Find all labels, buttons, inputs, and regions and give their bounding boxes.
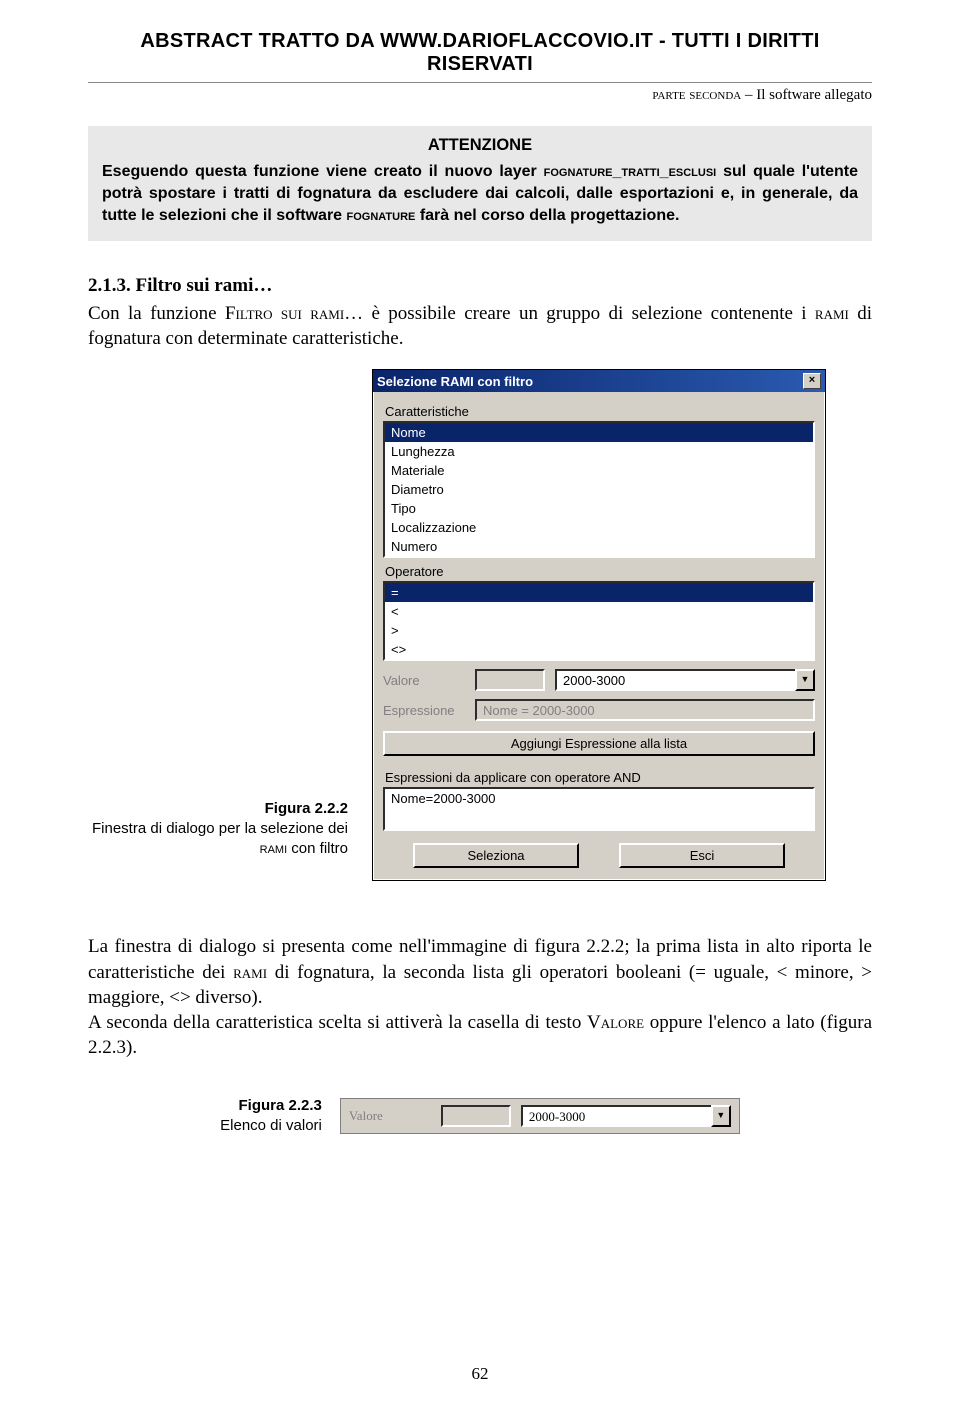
list-item[interactable]: Materiale	[385, 461, 813, 480]
list-item[interactable]: <>	[385, 640, 813, 659]
caratteristiche-label: Caratteristiche	[385, 404, 815, 419]
esci-button[interactable]: Esci	[619, 843, 785, 868]
chevron-down-icon[interactable]: ▼	[795, 669, 815, 691]
close-icon[interactable]: ×	[803, 373, 821, 389]
section-header: parte seconda – Il software allegato	[88, 87, 872, 104]
valore-combo-text[interactable]: 2000-3000	[555, 669, 795, 691]
and-listbox[interactable]: Nome=2000-3000	[383, 787, 815, 831]
subsection-body: Con la funzione Filtro sui rami… è possi…	[88, 301, 872, 351]
minibar-combo[interactable]: 2000-3000 ▼	[521, 1105, 731, 1127]
list-item[interactable]: <	[385, 602, 813, 621]
list-item[interactable]: Localizzazione	[385, 518, 813, 537]
header-rule	[88, 82, 872, 83]
list-item[interactable]: Lunghezza	[385, 442, 813, 461]
cap222-sc: rami	[260, 840, 288, 857]
figure-223-caption: Figura 2.2.3 Elenco di valori	[220, 1096, 322, 1137]
attention-title: ATTENZIONE	[102, 136, 858, 155]
list-item[interactable]: Numero	[385, 537, 813, 556]
list-item[interactable]: >	[385, 621, 813, 640]
caption-223-num: Figura 2.2.3	[220, 1096, 322, 1116]
operatore-listbox[interactable]: =<><>	[383, 581, 815, 661]
minibar: Valore 2000-3000 ▼	[340, 1098, 740, 1134]
paragraph-2: La finestra di dialogo si presenta come …	[88, 909, 872, 1059]
p2-sc2: Valore	[587, 1012, 644, 1033]
aggiungi-button[interactable]: Aggiungi Espressione alla lista	[383, 731, 815, 756]
sb-t2: … è possibile creare un gruppo di selezi…	[344, 303, 815, 324]
cap222-t0: Finestra di dialogo per la selezione dei	[92, 820, 348, 837]
minibar-combo-text[interactable]: 2000-3000	[521, 1105, 711, 1127]
page-abstract-header: ABSTRACT TRATTO DA WWW.DARIOFLACCOVIO.IT…	[88, 30, 872, 76]
seleziona-button[interactable]: Seleziona	[413, 843, 579, 868]
valore-input[interactable]	[475, 669, 545, 691]
section-sc: parte seconda	[652, 87, 741, 103]
attention-text-4: farà nel corso della progettazione.	[415, 207, 679, 224]
caratteristiche-listbox[interactable]: NomeLunghezzaMaterialeDiametroTipoLocali…	[383, 421, 815, 558]
espressione-label: Espressione	[383, 703, 465, 718]
espressione-output: Nome = 2000-3000	[475, 699, 815, 721]
subsection-heading: 2.1.3. Filtro sui rami…	[88, 275, 872, 297]
page-number: 62	[0, 1364, 960, 1384]
valore-label: Valore	[383, 673, 465, 688]
filter-dialog: Selezione RAMI con filtro × Caratteristi…	[372, 369, 826, 881]
sb-sc2: rami	[815, 303, 849, 324]
caption-223-text: Elenco di valori	[220, 1117, 322, 1134]
list-item[interactable]: Nome	[385, 423, 813, 442]
figure-222-caption: Figura 2.2.2 Finestra di dialogo per la …	[88, 799, 348, 882]
attention-text-0: Eseguendo questa funzione viene creato i…	[102, 163, 544, 180]
section-rest: – Il software allegato	[741, 87, 872, 103]
minibar-valore-label: Valore	[349, 1108, 431, 1124]
chevron-down-icon[interactable]: ▼	[711, 1105, 731, 1127]
list-item[interactable]: Diametro	[385, 480, 813, 499]
attention-sc-1: fognature_tratti_esclusi	[544, 163, 717, 180]
attention-box: ATTENZIONE Eseguendo questa funzione vie…	[88, 126, 872, 241]
sb-t0: Con la funzione	[88, 303, 225, 324]
caption-222-num: Figura 2.2.2	[88, 799, 348, 819]
cap222-t2: con filtro	[287, 840, 348, 857]
list-item[interactable]: Tipo	[385, 499, 813, 518]
dialog-title: Selezione RAMI con filtro	[377, 374, 533, 389]
and-list-item[interactable]: Nome=2000-3000	[385, 789, 813, 808]
p2-sc1: rami	[233, 962, 267, 983]
sb-sc1: Filtro sui rami	[225, 303, 344, 324]
list-item[interactable]: =	[385, 583, 813, 602]
attention-body: Eseguendo questa funzione viene creato i…	[102, 161, 858, 227]
dialog-titlebar[interactable]: Selezione RAMI con filtro ×	[373, 370, 825, 392]
attention-sc-2: fognature	[347, 207, 416, 224]
minibar-valore-input[interactable]	[441, 1105, 511, 1127]
operatore-label: Operatore	[385, 564, 815, 579]
valore-combo[interactable]: 2000-3000 ▼	[555, 669, 815, 691]
and-list-label: Espressioni da applicare con operatore A…	[385, 770, 815, 785]
